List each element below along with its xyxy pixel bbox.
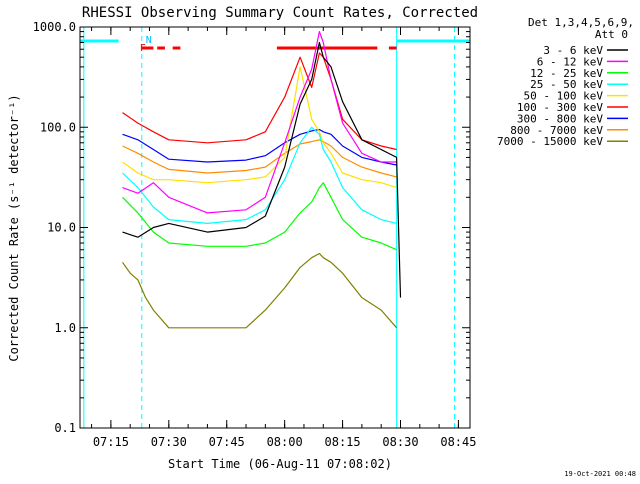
legend-label-7000-15000-kev: 7000 - 15000 keV	[497, 135, 603, 148]
x-tick-label-1: 07:15	[93, 435, 129, 449]
x-tick-label-5: 08:15	[325, 435, 361, 449]
legend-label-800-7000-kev: 800 - 7000 keV	[510, 124, 603, 137]
y-tick-label-3: 10.0	[47, 221, 76, 235]
y-tick-label-4: 100.0	[40, 120, 76, 134]
legend-label-6-12-kev: 6 - 12 keV	[537, 55, 604, 68]
x-tick-label-4: 08:00	[267, 435, 303, 449]
legend-label-100-300-kev: 100 - 300 keV	[517, 101, 603, 114]
y-tick-label-2: 1.0	[54, 321, 76, 335]
y-axis-label: Corrected Count Rate (s⁻¹ detector⁻¹)	[7, 94, 21, 361]
x-tick-label-6: 08:30	[382, 435, 418, 449]
legend-label-50-100-kev: 50 - 100 keV	[524, 90, 604, 103]
x-tick-label-3: 07:45	[209, 435, 245, 449]
legend-header-line-1: Det 1,3,4,5,6,9,	[528, 16, 634, 29]
x-tick-label-2: 07:30	[151, 435, 187, 449]
generation-timestamp: 19-Oct-2021 00:48	[564, 470, 636, 478]
series-line-50-100-kev	[122, 66, 397, 189]
legend-label-3-6-kev: 3 - 6 keV	[543, 44, 603, 57]
legend-label-25-50-kev: 25 - 50 keV	[530, 78, 603, 91]
legend-header-line-2: Att 0	[595, 28, 628, 41]
series-line-6-12-kev	[122, 31, 397, 214]
series-line-12-25-kev	[122, 182, 397, 251]
axes: 0.1 1.0 10.0 100.0 1000.0 07:15 07:30 07:45 08:0…	[33, 20, 477, 449]
series-line-25-50-kev	[122, 126, 397, 224]
x-tick-label-7: 08:45	[440, 435, 476, 449]
series-line-300-800-kev	[122, 128, 397, 166]
chart-title: RHESSI Observing Summary Count Rates, Co…	[82, 5, 478, 21]
x-axis-label: Start Time (06-Aug-11 07:08:02)	[168, 457, 392, 471]
y-tick-label-1: 0.1	[54, 421, 76, 435]
series-line-7000-15000-kev	[122, 252, 398, 329]
series-line-3-6-kev	[122, 41, 402, 298]
legend-label-300-800-kev: 300 - 800 keV	[517, 112, 603, 125]
annotation-flare-label: F	[140, 43, 146, 54]
y-tick-label-5: 1000.0	[33, 20, 76, 34]
series-line-100-300-kev	[122, 52, 397, 151]
annotation-night-label: N	[146, 35, 152, 46]
legend-label-12-25-kev: 12 - 25 keV	[530, 67, 603, 80]
